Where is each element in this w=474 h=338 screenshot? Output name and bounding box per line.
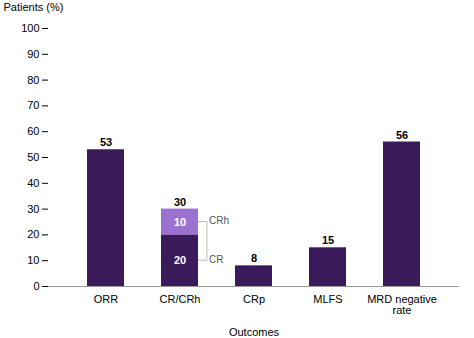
svg-text:8: 8 — [251, 252, 257, 264]
svg-text:20: 20 — [27, 228, 39, 240]
svg-text:70: 70 — [27, 99, 39, 111]
svg-text:ORR: ORR — [94, 293, 119, 305]
svg-text:CR/CRh: CR/CRh — [160, 293, 201, 305]
svg-text:MLFS: MLFS — [313, 293, 342, 305]
svg-text:20: 20 — [174, 254, 186, 266]
svg-text:0: 0 — [33, 280, 39, 292]
svg-text:MRD negativerate: MRD negativerate — [367, 293, 437, 316]
svg-text:10: 10 — [174, 216, 186, 228]
svg-text:50: 50 — [27, 151, 39, 163]
svg-text:10: 10 — [27, 254, 39, 266]
svg-text:30: 30 — [27, 203, 39, 215]
svg-text:100: 100 — [21, 22, 39, 34]
svg-text:CRp: CRp — [243, 293, 265, 305]
svg-text:15: 15 — [322, 234, 334, 246]
svg-text:Patients (%): Patients (%) — [4, 1, 64, 13]
svg-text:40: 40 — [27, 177, 39, 189]
svg-text:56: 56 — [396, 129, 408, 141]
svg-text:53: 53 — [100, 136, 112, 148]
svg-text:Outcomes: Outcomes — [229, 326, 280, 338]
svg-text:CRh: CRh — [209, 215, 229, 226]
svg-text:30: 30 — [174, 196, 186, 208]
svg-text:CR: CR — [209, 254, 223, 265]
svg-text:60: 60 — [27, 125, 39, 137]
svg-text:90: 90 — [27, 48, 39, 60]
svg-text:80: 80 — [27, 74, 39, 86]
